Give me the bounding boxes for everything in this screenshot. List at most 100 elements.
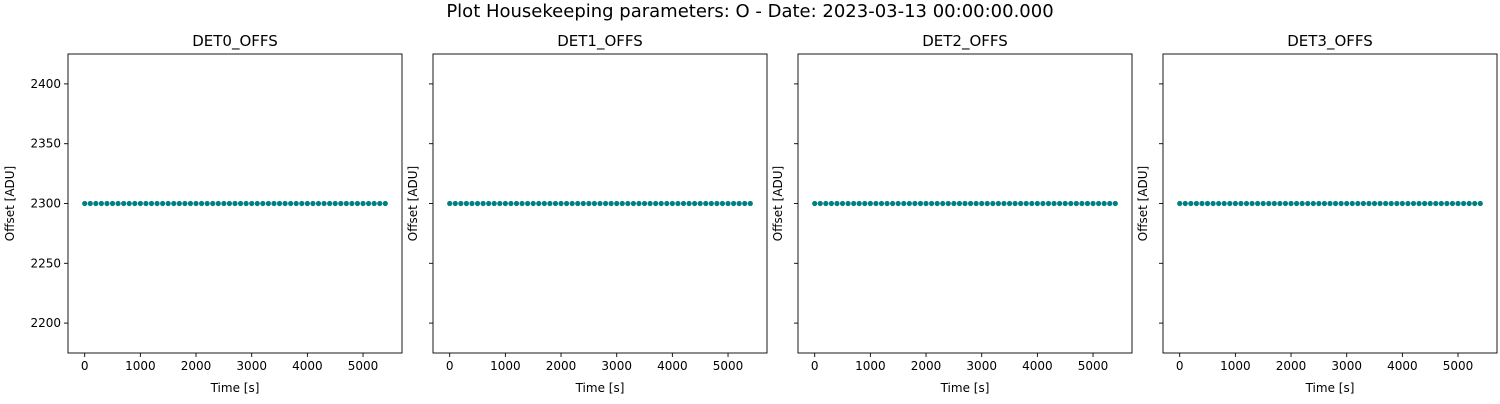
data-point xyxy=(917,200,924,207)
data-point xyxy=(862,200,868,207)
data-point xyxy=(1045,200,1052,207)
x-tick-label: 4000 xyxy=(292,359,323,373)
data-point xyxy=(1260,200,1266,207)
data-point xyxy=(906,200,912,207)
data-point xyxy=(895,200,901,207)
data-point xyxy=(697,200,703,207)
data-point xyxy=(1029,200,1035,207)
subplot-title: DET0_OFFS xyxy=(192,32,278,51)
data-point xyxy=(254,200,260,207)
data-point xyxy=(93,200,99,207)
data-point xyxy=(182,200,188,207)
data-point xyxy=(884,200,890,207)
y-tick-label: 2200 xyxy=(30,316,61,330)
data-point xyxy=(360,200,366,207)
data-point xyxy=(664,200,670,207)
data-point xyxy=(703,200,709,207)
data-point xyxy=(995,200,1002,207)
data-point xyxy=(1388,200,1394,207)
data-point xyxy=(823,200,829,207)
x-tick-label: 1000 xyxy=(490,359,521,373)
data-point xyxy=(536,200,542,207)
data-point xyxy=(856,200,862,207)
data-point xyxy=(1344,200,1350,207)
data-point xyxy=(237,200,244,207)
data-point xyxy=(1355,200,1361,207)
data-point xyxy=(1193,200,1199,207)
data-point xyxy=(1001,200,1007,207)
data-point xyxy=(1232,200,1238,207)
data-point xyxy=(1466,200,1472,207)
data-point xyxy=(299,200,305,207)
data-point xyxy=(692,200,698,207)
data-point xyxy=(1282,200,1289,207)
data-point xyxy=(675,200,681,207)
data-point xyxy=(491,200,497,207)
y-tick-label: 2250 xyxy=(30,256,61,270)
x-tick-label: 1000 xyxy=(855,359,886,373)
data-point xyxy=(901,200,907,207)
data-point xyxy=(630,200,637,207)
data-point xyxy=(1079,200,1085,207)
data-point xyxy=(839,200,846,207)
data-point xyxy=(851,200,857,207)
data-point xyxy=(1182,200,1188,207)
data-point xyxy=(580,200,586,207)
data-point xyxy=(873,200,879,207)
data-point xyxy=(979,200,985,207)
data-point xyxy=(204,200,210,207)
data-point xyxy=(1266,200,1272,207)
data-point xyxy=(1477,200,1483,207)
data-point xyxy=(215,200,221,207)
y-axis-label: Offset [ADU] xyxy=(771,166,785,241)
subplot-0: DET0_OFFS 0 1000 2000 3000 4000 5000 2200 2250 23… xyxy=(3,32,403,395)
data-point xyxy=(647,200,653,207)
data-point xyxy=(1096,200,1102,207)
data-point xyxy=(1277,200,1283,207)
data-point xyxy=(371,200,377,207)
data-point xyxy=(1410,200,1417,207)
data-point xyxy=(973,200,979,207)
data-point xyxy=(1360,200,1366,207)
data-point xyxy=(327,200,333,207)
data-point xyxy=(1199,200,1205,207)
data-point xyxy=(669,200,675,207)
x-tick-label: 4000 xyxy=(657,359,688,373)
subplot-2: DET2_OFFS 0 1000 2000 3000 4000 5000 Time [s] Of… xyxy=(771,32,1133,395)
x-tick-label: 2000 xyxy=(546,359,577,373)
data-point xyxy=(1073,200,1079,207)
data-point xyxy=(1299,200,1305,207)
data-point xyxy=(1271,200,1277,207)
data-series xyxy=(1177,200,1483,207)
data-point xyxy=(736,200,742,207)
data-point xyxy=(1377,200,1383,207)
data-point xyxy=(486,200,492,207)
data-point xyxy=(1327,200,1333,207)
data-series xyxy=(812,200,1118,207)
data-point xyxy=(321,200,327,207)
data-point xyxy=(1018,200,1024,207)
data-point xyxy=(1394,200,1400,207)
data-point xyxy=(1243,200,1250,207)
data-point xyxy=(653,200,659,207)
data-point xyxy=(232,200,238,207)
data-point xyxy=(547,200,553,207)
data-point xyxy=(82,200,88,207)
data-point xyxy=(951,200,957,207)
subplot-title: DET3_OFFS xyxy=(1287,32,1373,51)
data-point xyxy=(98,200,104,207)
data-point xyxy=(1034,200,1040,207)
data-point xyxy=(343,200,349,207)
data-point xyxy=(176,200,182,207)
x-tick-label: 3000 xyxy=(1331,359,1362,373)
data-point xyxy=(940,200,946,207)
data-point xyxy=(193,200,199,207)
data-point xyxy=(310,200,316,207)
data-point xyxy=(249,200,255,207)
data-point xyxy=(1449,200,1456,207)
data-point xyxy=(1383,200,1389,207)
data-point xyxy=(1006,200,1013,207)
data-point xyxy=(463,200,469,207)
data-point xyxy=(708,200,714,207)
data-point xyxy=(923,200,929,207)
